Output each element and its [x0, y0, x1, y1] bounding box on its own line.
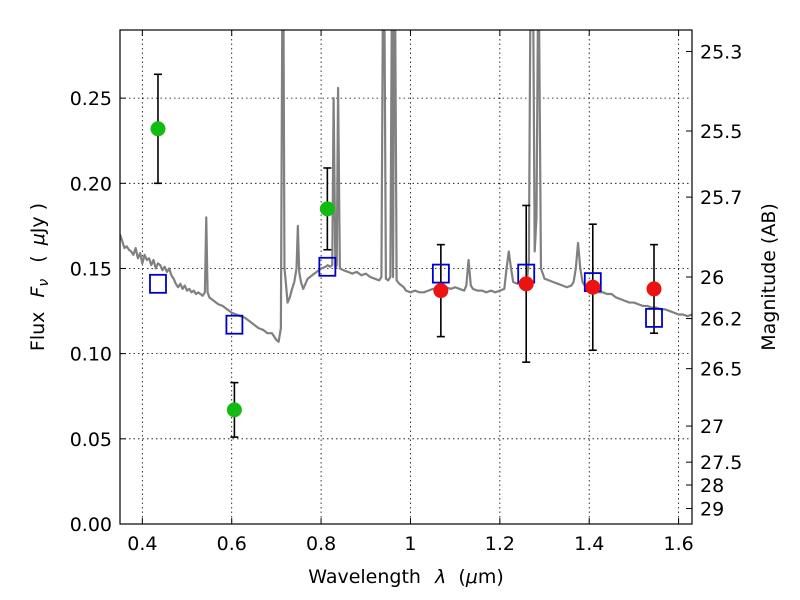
model-square-marker: [149, 273, 167, 294]
y-axis-title-left-unit-rest: Jy ): [27, 203, 49, 234]
x-tick-label: 1: [404, 533, 416, 555]
model-square-marker: [225, 314, 244, 335]
y-axis-title-right: Magnitude (AB): [758, 203, 780, 351]
y-tick-label: 0.00: [70, 514, 112, 536]
sed-line: [120, 30, 692, 343]
x-axis-title: Wavelength λ (μm): [308, 566, 504, 588]
right-tick-label: 27: [700, 416, 724, 438]
right-tick-label: 25.7: [700, 187, 742, 209]
y-axis-title-left-unit-mu: μ: [27, 233, 49, 246]
model-square-marker: [318, 256, 337, 277]
observed-point: [585, 279, 601, 295]
ticks-group: 0.4 0.6 0.8 1 1.2 1.4 1.6 0.00 0.05 0.10 0.15 0.20 0…: [70, 30, 742, 555]
right-tick-label: 26: [700, 267, 724, 289]
right-tick-label: 29: [700, 498, 724, 520]
x-axis-title-unit-open: (: [458, 566, 465, 588]
y-tick-label: 0.20: [70, 173, 112, 195]
observed-point: [226, 402, 242, 418]
observed-point: [150, 121, 166, 137]
y-axis-title-left: Flux Fν ( μJy ): [27, 203, 53, 351]
y-tick-label: 0.25: [70, 88, 112, 110]
right-tick-label: 25.5: [700, 121, 742, 143]
x-tick-label: 1.2: [485, 533, 515, 555]
x-axis-title-unit-rest: m): [478, 566, 504, 588]
x-tick-label: 0.6: [217, 533, 247, 555]
y-axis-title-left-sub: ν: [36, 279, 52, 287]
model-square-marker: [431, 263, 450, 284]
x-axis-title-text: Wavelength: [308, 566, 421, 588]
observed-point: [433, 283, 449, 299]
observed-point: [646, 281, 662, 297]
x-tick-label: 0.4: [127, 533, 157, 555]
x-axis-title-symbol: λ: [434, 566, 446, 588]
observed-point: [518, 276, 534, 292]
markers-group: [149, 73, 663, 438]
y-tick-label: 0.05: [70, 429, 112, 451]
sed-line-group: [120, 30, 692, 343]
y-axis-title-left-text: Flux: [27, 312, 49, 352]
y-axis-title-left-unit-open: (: [27, 255, 49, 262]
right-tick-label: 28: [700, 475, 724, 497]
x-tick-label: 1.4: [574, 533, 604, 555]
model-square-marker: [645, 307, 663, 328]
y-tick-label: 0.10: [70, 344, 112, 366]
y-axis-title-left-symbol: F: [27, 286, 49, 298]
observed-point: [319, 201, 335, 217]
x-axis-title-unit-mu: μ: [465, 566, 478, 588]
x-tick-label: 1.6: [663, 533, 693, 555]
right-tick-label: 26.2: [700, 309, 742, 331]
x-tick-label: 0.8: [306, 533, 336, 555]
right-tick-label: 26.5: [700, 359, 742, 381]
right-tick-label: 27.5: [700, 452, 742, 474]
right-tick-label: 25.3: [700, 41, 742, 63]
y-tick-label: 0.15: [70, 258, 112, 280]
